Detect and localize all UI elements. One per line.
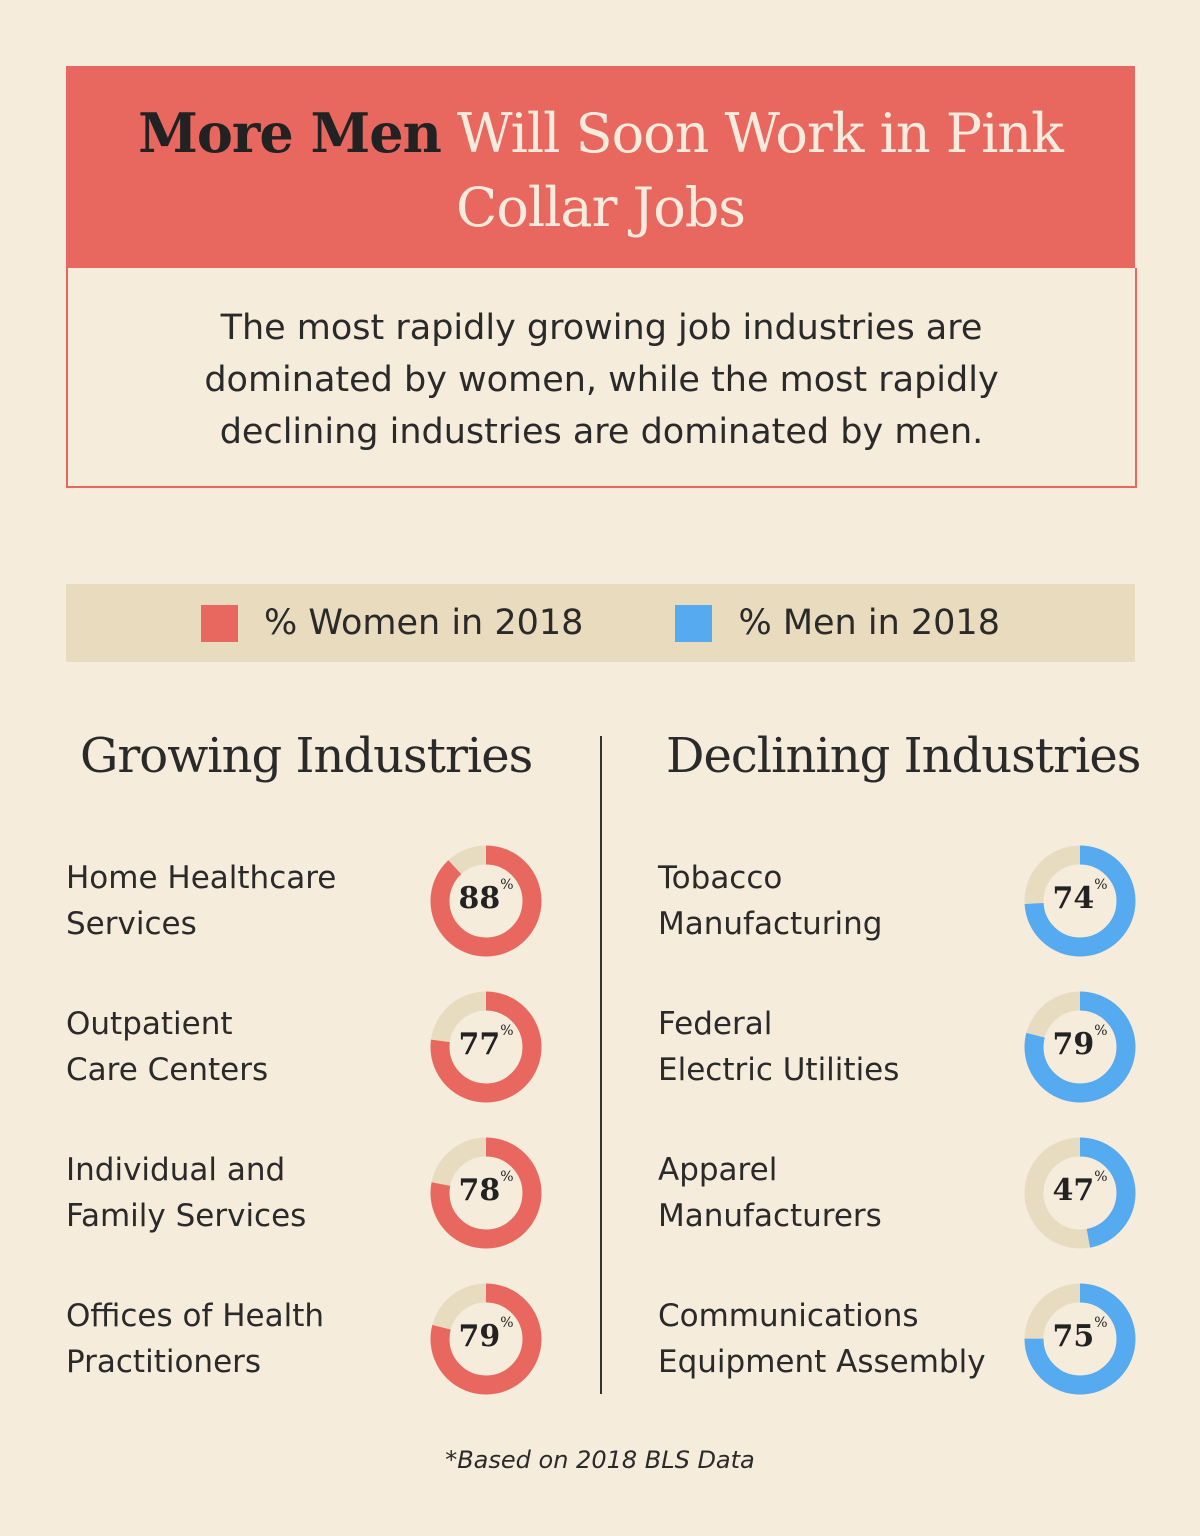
- donut-value-label: 77%: [430, 1023, 542, 1062]
- donut-value-label: 79%: [430, 1315, 542, 1354]
- donut-value-label: 79%: [1024, 1023, 1136, 1062]
- percent-sign: %: [500, 1169, 514, 1185]
- donut-value-label: 74%: [1024, 877, 1136, 916]
- industry-label: Offices of Health Practitioners: [66, 1298, 325, 1380]
- donut-chart: [430, 1283, 542, 1395]
- subtitle-box: The most rapidly growing job industries …: [66, 268, 1137, 488]
- legend-label-women: % Women in 2018: [264, 603, 584, 643]
- value-number: 88: [458, 881, 501, 916]
- column-divider: [600, 736, 602, 1394]
- title-bold: More Men: [138, 101, 442, 165]
- percent-sign: %: [500, 1023, 514, 1039]
- donut-value-label: 75%: [1024, 1315, 1136, 1354]
- legend-swatch-women: [201, 604, 239, 642]
- legend-label-men: % Men in 2018: [738, 603, 1000, 643]
- industry-label: Federal Electric Utilities: [658, 1006, 900, 1088]
- title-banner: More Men Will Soon Work in Pink Collar J…: [66, 66, 1135, 268]
- legend-swatch-men: [675, 604, 713, 642]
- donut-chart: [1024, 1283, 1136, 1395]
- percent-sign: %: [1094, 877, 1108, 893]
- value-number: 77: [458, 1027, 501, 1062]
- footnote: *Based on 2018 BLS Data: [445, 1446, 755, 1474]
- industry-label: Home Healthcare Services: [66, 860, 337, 942]
- percent-sign: %: [1094, 1023, 1108, 1039]
- donut-chart: [430, 991, 542, 1103]
- value-number: 47: [1052, 1173, 1095, 1208]
- donut-value-arc: [1024, 845, 1136, 957]
- donut-value-label: 78%: [430, 1169, 542, 1208]
- title-rest: Will Soon Work in Pink Collar Jobs: [440, 102, 1064, 239]
- donut-value-label: 47%: [1024, 1169, 1136, 1208]
- donut-chart: [1024, 991, 1136, 1103]
- subtitle: The most rapidly growing job industries …: [204, 308, 999, 452]
- percent-sign: %: [500, 877, 514, 893]
- donut-chart: [1024, 845, 1136, 957]
- legend-men: % Men in 2018: [675, 603, 1000, 643]
- industry-label: Outpatient Care Centers: [66, 1006, 269, 1088]
- donut-chart: [430, 845, 542, 957]
- percent-sign: %: [500, 1315, 514, 1331]
- declining-title: Declining Industries: [666, 728, 1141, 784]
- donut-value-arc: [430, 1137, 542, 1249]
- value-number: 79: [458, 1319, 501, 1354]
- donut-value-arc: [430, 991, 542, 1103]
- industry-label: Apparel Manufacturers: [658, 1152, 882, 1234]
- donut-value-arc: [430, 1283, 542, 1395]
- value-number: 79: [1052, 1027, 1095, 1062]
- page-title: More Men Will Soon Work in Pink Collar J…: [66, 96, 1135, 245]
- donut-value-label: 88%: [430, 877, 542, 916]
- donut-value-arc: [1024, 1137, 1136, 1249]
- industry-label: Tobacco Manufacturing: [658, 860, 883, 942]
- legend: % Women in 2018 % Men in 2018: [66, 584, 1135, 662]
- donut-value-arc: [1024, 1283, 1136, 1395]
- donut-value-arc: [430, 845, 542, 957]
- value-number: 78: [458, 1173, 501, 1208]
- legend-women: % Women in 2018: [201, 603, 583, 643]
- percent-sign: %: [1094, 1169, 1108, 1185]
- value-number: 75: [1052, 1319, 1095, 1354]
- donut-value-arc: [1024, 991, 1136, 1103]
- industry-label: Communications Equipment Assembly: [658, 1298, 986, 1380]
- growing-title: Growing Industries: [80, 728, 533, 784]
- donut-chart: [430, 1137, 542, 1249]
- industry-label: Individual and Family Services: [66, 1152, 307, 1234]
- donut-chart: [1024, 1137, 1136, 1249]
- percent-sign: %: [1094, 1315, 1108, 1331]
- value-number: 74: [1052, 881, 1095, 916]
